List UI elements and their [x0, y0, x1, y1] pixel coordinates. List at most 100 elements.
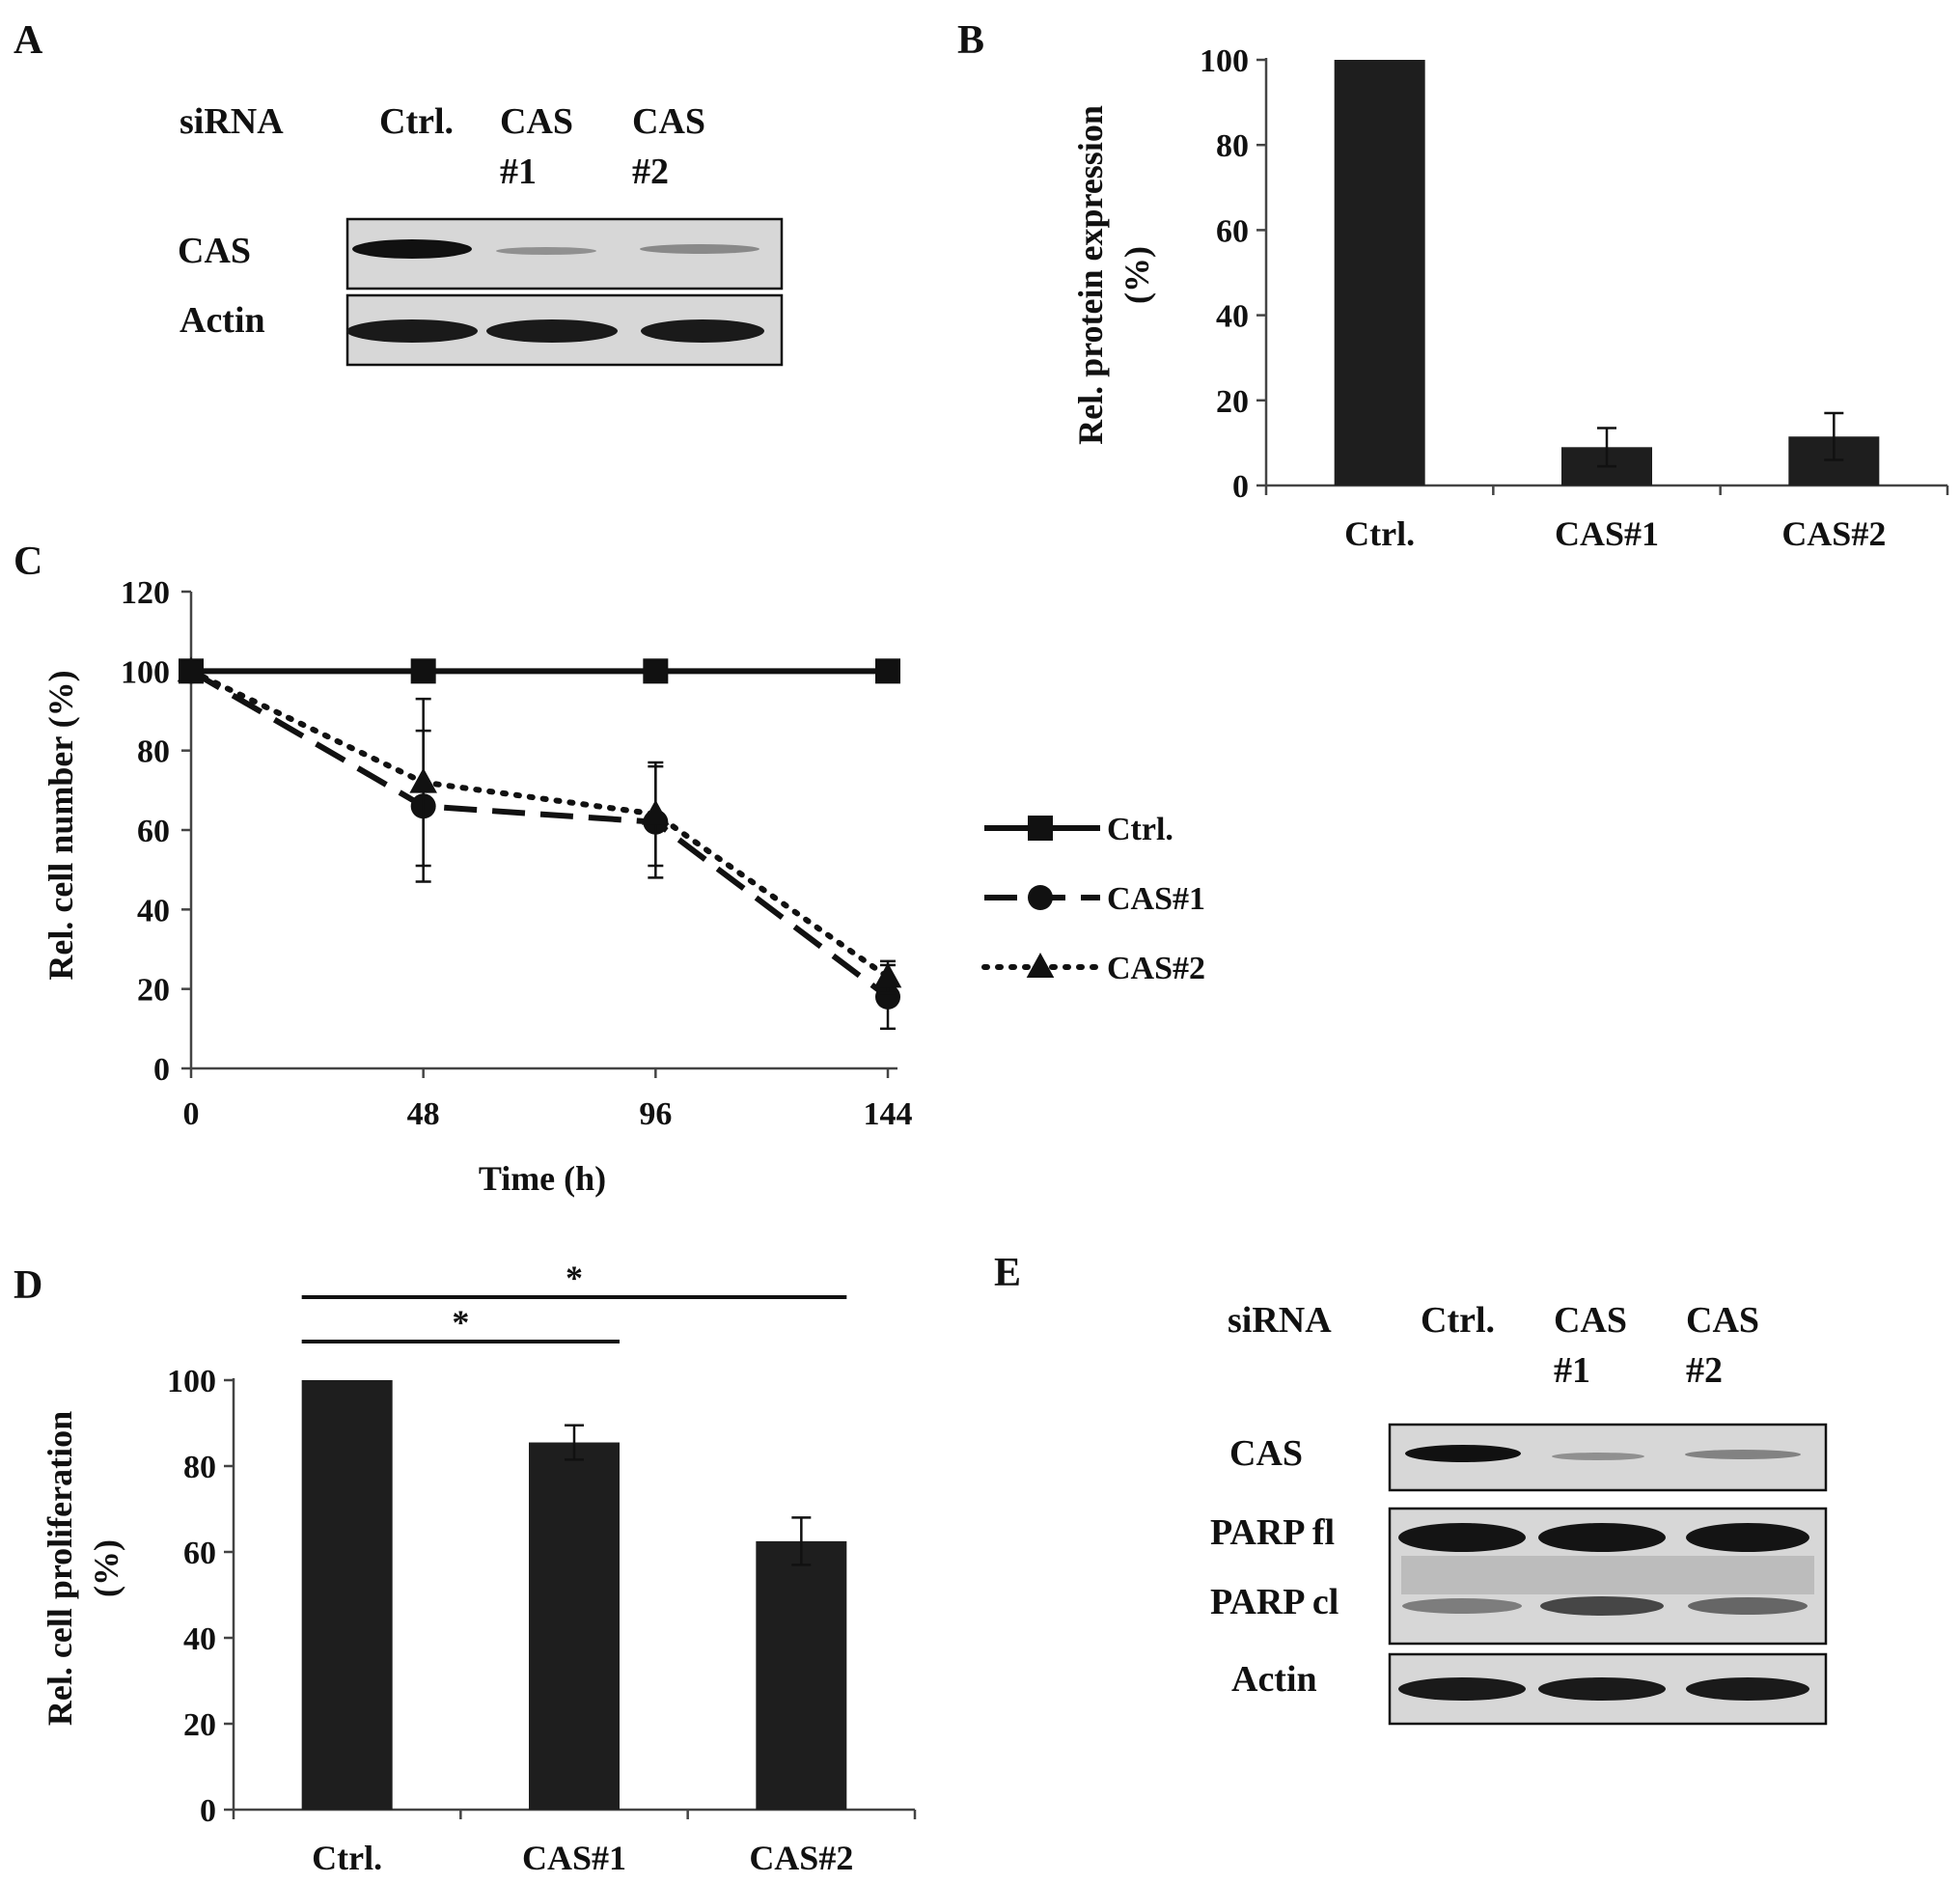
chart-c-ytick-label: 40: [137, 893, 170, 928]
chart-d: Rel. cell proliferation (%) 0 20 40 60 80 100…: [41, 1259, 917, 1877]
chart-b-ytick-label: 40: [1216, 299, 1249, 335]
chart-c-series-2-point-0: [177, 656, 206, 682]
chart-d-bar-2: [756, 1540, 847, 1810]
blot-a-row-cas-label: CAS: [178, 231, 251, 271]
blot-a-actin-band-3: [641, 319, 764, 343]
panel-a-letter: A: [14, 18, 43, 63]
chart-d-significance-label-1: *: [566, 1259, 583, 1297]
chart-d-ytick-label: 20: [183, 1707, 216, 1743]
panel-d-letter: D: [14, 1263, 42, 1308]
blot-a-header: siRNA: [179, 101, 284, 142]
chart-c-series-2-point-3: [873, 962, 902, 988]
legend-marker-0: [1028, 816, 1053, 841]
chart-d-bar-0: [301, 1380, 393, 1810]
chart-c-xtick-label: 48: [407, 1096, 440, 1132]
blot-e-parp-cl-band-2: [1540, 1596, 1664, 1616]
chart-c-ytick-label: 120: [121, 575, 170, 611]
chart-c-xtick-label: 96: [639, 1096, 672, 1132]
chart-c-series-0-point-2: [643, 658, 669, 684]
chart-d-significance-label-0: *: [452, 1303, 469, 1342]
blot-e-actin-band-1: [1398, 1677, 1526, 1701]
chart-c-series-0-point-3: [875, 658, 900, 684]
blot-a-lane-2-line-1: CAS: [500, 101, 573, 142]
chart-d-category-label-2: CAS#2: [749, 1839, 853, 1877]
blot-e: siRNA Ctrl. CAS #1 CAS #2 CAS PARP fl PA…: [1210, 1300, 1828, 1726]
blot-e-parp-cl-band-3: [1688, 1597, 1808, 1615]
blot-e-lane-1-line-1: Ctrl.: [1421, 1300, 1495, 1341]
chart-c-ylabel: Rel. cell number (%): [41, 670, 80, 980]
chart-b-category-label-1: CAS#1: [1555, 514, 1659, 553]
chart-c-ytick-label: 20: [137, 973, 170, 1009]
chart-c-series-2-point-1: [409, 767, 437, 793]
blot-e-actin-band-3: [1686, 1677, 1809, 1701]
chart-c-xtick-label: 144: [864, 1096, 913, 1132]
chart-b-ytick-label: 80: [1216, 128, 1249, 164]
chart-c-series-1-point-3: [875, 983, 900, 1010]
chart-c-xtick-label: 0: [183, 1096, 200, 1132]
chart-d-category-label-1: CAS#1: [522, 1839, 626, 1877]
chart-c-series-line-2: [188, 668, 891, 981]
blot-a-lane-1-line-1: Ctrl.: [379, 101, 454, 142]
chart-c-xlabel: Time (h): [479, 1159, 606, 1198]
chart-c-ytick-label: 0: [153, 1052, 170, 1088]
panel-e-letter: E: [994, 1251, 1021, 1295]
legend-label-2: CAS#2: [1107, 951, 1205, 986]
chart-d-ytick-label: 100: [167, 1364, 216, 1399]
blot-e-cas-band-1: [1405, 1445, 1521, 1462]
chart-c-series-0-point-1: [410, 658, 436, 684]
chart-d-ylabel-line-2: (%): [87, 1539, 125, 1597]
blot-e-parp-fl-band-1: [1398, 1523, 1526, 1552]
blot-a-cas-band-1: [352, 239, 472, 259]
blot-e-cas-band-3: [1685, 1450, 1801, 1459]
legend-label-0: Ctrl.: [1107, 812, 1173, 847]
chart-c-ytick-label: 100: [121, 654, 170, 690]
blot-e-row-cas-label: CAS: [1229, 1433, 1303, 1474]
chart-c-series-line-1: [189, 668, 890, 1000]
blot-e-lane-3-line-2: #2: [1686, 1350, 1723, 1391]
panel-b-letter: B: [957, 18, 984, 63]
blot-a-cas-band-2: [496, 247, 596, 255]
blot-e-parp-smear: [1401, 1556, 1814, 1594]
chart-b-ytick-label: 60: [1216, 213, 1249, 249]
chart-b-ytick-label: 0: [1232, 469, 1249, 505]
chart-d-ytick-label: 80: [183, 1450, 216, 1485]
blot-a-row-actin-label: Actin: [179, 300, 265, 341]
blot-a-actin-band-1: [346, 319, 478, 343]
blot-e-row-actin-label: Actin: [1231, 1659, 1317, 1700]
chart-b-category-label-0: Ctrl.: [1344, 514, 1415, 553]
blot-e-parp-fl-band-2: [1538, 1523, 1666, 1552]
chart-c-series-2-point-2: [642, 799, 670, 825]
chart-c-ytick-label: 60: [137, 814, 170, 849]
blot-a-cas-band-3: [640, 244, 759, 254]
chart-b-ytick-label: 100: [1200, 43, 1249, 79]
blot-a: siRNA Ctrl. CAS #1 CAS #2 CAS Actin: [178, 101, 784, 367]
chart-d-ytick-label: 60: [183, 1536, 216, 1571]
chart-b-category-label-2: CAS#2: [1781, 514, 1886, 553]
blot-e-row-parp-fl-label: PARP fl: [1210, 1512, 1335, 1553]
chart-d-ylabel-line-1: Rel. cell proliferation: [41, 1411, 79, 1726]
blot-e-lane-2-line-1: CAS: [1554, 1300, 1627, 1341]
chart-d-category-label-0: Ctrl.: [312, 1839, 382, 1877]
blot-e-row-parp-cl-label: PARP cl: [1210, 1582, 1339, 1622]
chart-d-ytick-label: 0: [200, 1793, 216, 1829]
blot-e-cas-band-2: [1552, 1453, 1644, 1460]
panel-c-letter: C: [14, 540, 42, 584]
chart-b-bar-0: [1334, 60, 1425, 485]
blot-a-lane-3-line-1: CAS: [632, 101, 705, 142]
blot-e-parp-cl-band-1: [1402, 1598, 1522, 1614]
chart-c: Rel. cell number (%) Time (h) 0 20 40 60 80 1…: [41, 575, 1205, 1198]
chart-c-ytick-label: 80: [137, 734, 170, 770]
blot-e-parp-fl-band-3: [1686, 1523, 1809, 1552]
chart-b-ytick-label: 20: [1216, 384, 1249, 420]
chart-b-ylabel-line-1: Rel. protein expression: [1071, 105, 1110, 445]
blot-e-header: siRNA: [1228, 1300, 1332, 1341]
blot-a-lane-2-line-2: #1: [500, 152, 537, 192]
chart-d-bar-1: [529, 1442, 620, 1810]
legend-marker-1: [1028, 885, 1053, 910]
blot-a-lane-3-line-2: #2: [632, 152, 669, 192]
blot-e-lane-2-line-2: #1: [1554, 1350, 1590, 1391]
blot-e-lane-3-line-1: CAS: [1686, 1300, 1759, 1341]
chart-b: Rel. protein expression (%) 0 20 40 60 80 100…: [1071, 43, 1949, 553]
legend-marker-2: [1026, 953, 1055, 979]
